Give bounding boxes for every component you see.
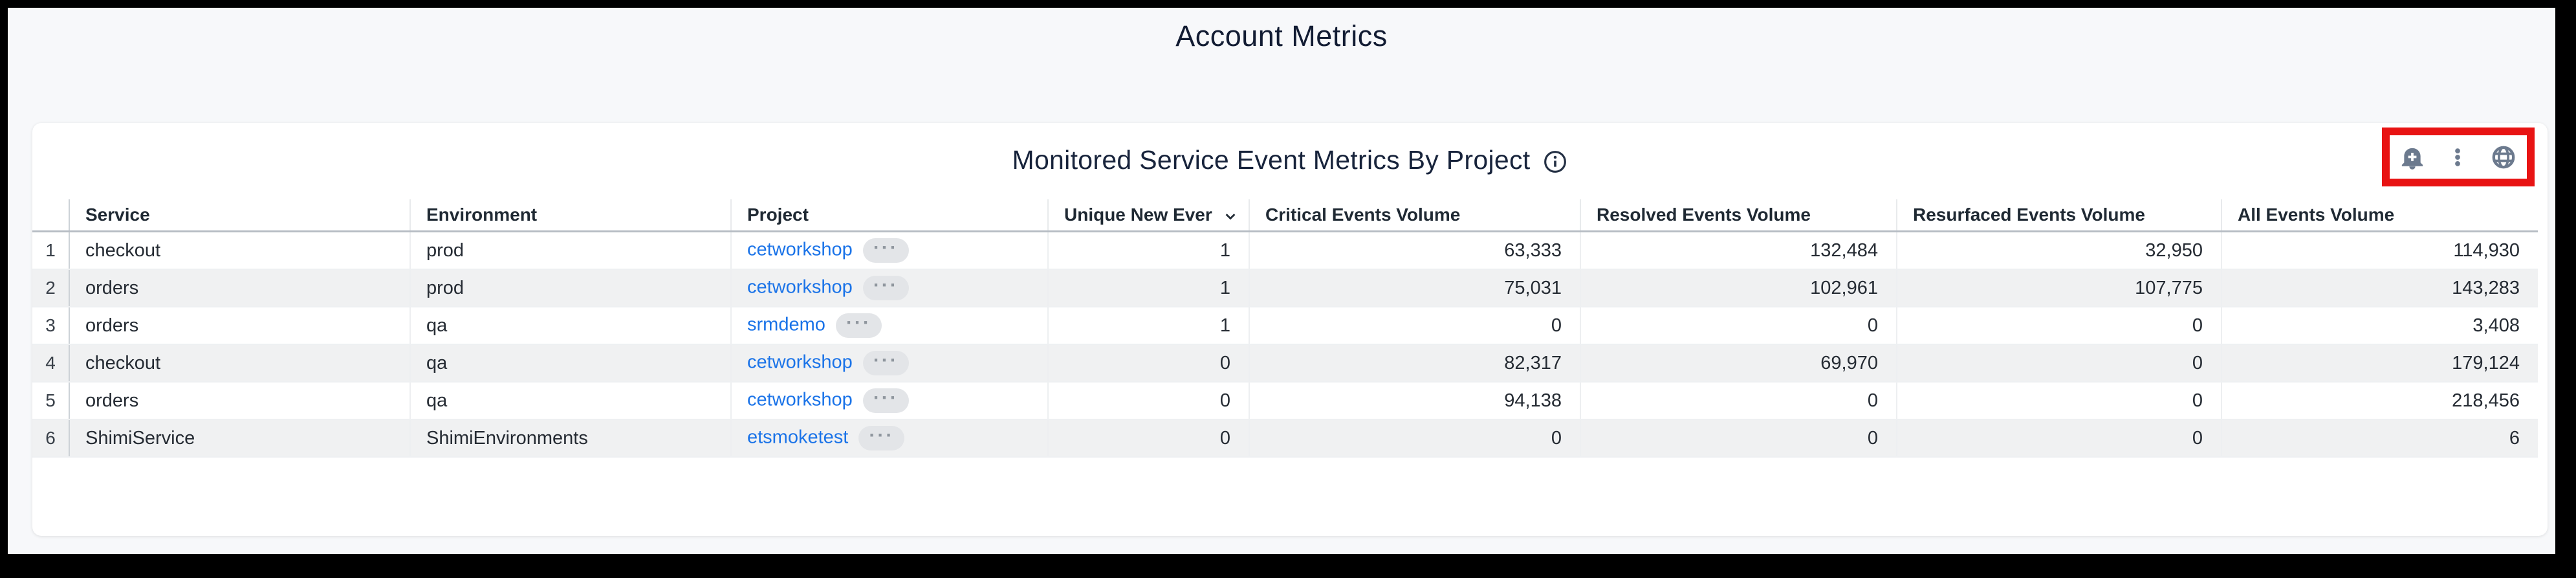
cell-critical-events-volume: 63,333 (1249, 231, 1581, 270)
cell-project: cetworkshop ··· (731, 231, 1049, 270)
project-link[interactable]: etsmoketest (747, 427, 849, 448)
cell-resurfaced-events-volume: 0 (1897, 307, 2222, 345)
project-more-button[interactable]: ··· (862, 388, 909, 413)
table-body: 1 checkout prod cetworkshop ··· 1 63,333 132,48… (32, 231, 2538, 458)
cell-environment: prod (410, 231, 732, 270)
page-title: Account Metrics (1175, 19, 1388, 52)
panel-header: Monitored Service Event Metrics By Proje… (32, 123, 2548, 199)
cell-resurfaced-events-volume: 32,950 (1897, 231, 2222, 270)
metrics-panel: Monitored Service Event Metrics By Proje… (32, 123, 2548, 536)
cell-service: orders (69, 269, 411, 307)
header-resurfaced-events-volume[interactable]: Resurfaced Events Volume (1897, 199, 2222, 232)
cell-service: ShimiService (69, 419, 411, 458)
project-link[interactable]: cetworkshop (747, 276, 853, 298)
project-more-button[interactable]: ··· (862, 351, 909, 375)
header-resolved-events-volume[interactable]: Resolved Events Volume (1580, 199, 1897, 232)
cell-resolved-events-volume: 102,961 (1580, 269, 1897, 307)
cell-critical-events-volume: 75,031 (1249, 269, 1581, 307)
cell-environment: qa (410, 307, 732, 345)
project-more-button[interactable]: ··· (862, 238, 909, 263)
cell-environment: qa (410, 382, 732, 420)
globe-icon[interactable] (2489, 142, 2518, 172)
cell-all-events-volume: 143,283 (2221, 269, 2538, 307)
cell-service: checkout (69, 231, 411, 270)
cell-critical-events-volume: 0 (1249, 419, 1581, 458)
table-row: 1 checkout prod cetworkshop ··· 1 63,333 132,48… (32, 231, 2538, 270)
cell-unique-new-ever: 1 (1048, 269, 1250, 307)
header-project[interactable]: Project (731, 199, 1049, 232)
cell-resolved-events-volume: 69,970 (1580, 344, 1897, 383)
row-number: 1 (32, 231, 70, 270)
cell-resurfaced-events-volume: 0 (1897, 419, 2222, 458)
project-link[interactable]: cetworkshop (747, 239, 853, 260)
cell-service: orders (69, 307, 411, 345)
header-critical-events-volume[interactable]: Critical Events Volume (1249, 199, 1581, 232)
cell-all-events-volume: 114,930 (2221, 231, 2538, 270)
cell-resurfaced-events-volume: 0 (1897, 382, 2222, 420)
cell-critical-events-volume: 0 (1249, 307, 1581, 345)
project-more-button[interactable]: ··· (835, 313, 882, 338)
cell-unique-new-ever: 0 (1048, 382, 1250, 420)
annotation-highlight-box (2382, 128, 2535, 186)
row-number: 5 (32, 382, 70, 420)
cell-critical-events-volume: 94,138 (1249, 382, 1581, 420)
dashboard-viewport: Account Metrics Monitored Service Event … (8, 8, 2555, 554)
add-alert-icon[interactable] (2398, 143, 2427, 172)
row-number: 4 (32, 344, 70, 383)
cell-environment: prod (410, 269, 732, 307)
cell-unique-new-ever: 0 (1048, 344, 1250, 383)
header-unique-new-ever[interactable]: Unique New Ever (1048, 199, 1250, 232)
cell-all-events-volume: 6 (2221, 419, 2538, 458)
cell-unique-new-ever: 0 (1048, 419, 1250, 458)
more-options-icon[interactable] (2443, 143, 2472, 172)
cell-environment: ShimiEnvironments (410, 419, 732, 458)
project-more-button[interactable]: ··· (858, 426, 905, 450)
header-service[interactable]: Service (69, 199, 411, 232)
row-number: 6 (32, 419, 70, 458)
cell-resurfaced-events-volume: 107,775 (1897, 269, 2222, 307)
project-link[interactable]: cetworkshop (747, 351, 853, 373)
cell-environment: qa (410, 344, 732, 383)
cell-project: cetworkshop ··· (731, 344, 1049, 383)
table-row: 6 ShimiService ShimiEnvironments etsmoketes… (32, 419, 2538, 458)
cell-unique-new-ever: 1 (1048, 231, 1250, 270)
row-number: 3 (32, 307, 70, 345)
cell-resolved-events-volume: 0 (1580, 419, 1897, 458)
cell-resolved-events-volume: 132,484 (1580, 231, 1897, 270)
table-row: 2 orders prod cetworkshop ··· 1 75,031 102,961 1… (32, 269, 2538, 307)
project-link[interactable]: cetworkshop (747, 389, 853, 410)
project-link[interactable]: srmdemo (747, 314, 825, 335)
cell-service: orders (69, 382, 411, 420)
cell-project: cetworkshop ··· (731, 269, 1049, 307)
header-environment[interactable]: Environment (410, 199, 732, 232)
cell-project: srmdemo ··· (731, 307, 1049, 345)
project-more-button[interactable]: ··· (862, 276, 909, 300)
cell-unique-new-ever: 1 (1048, 307, 1250, 345)
header-all-events-volume[interactable]: All Events Volume (2221, 199, 2538, 232)
cell-all-events-volume: 179,124 (2221, 344, 2538, 383)
cell-resolved-events-volume: 0 (1580, 307, 1897, 345)
table-row: 5 orders qa cetworkshop ··· 0 94,138 0 0 218,456 (32, 382, 2538, 420)
table-row: 3 orders qa srmdemo ··· 1 0 0 0 3,408 (32, 307, 2538, 345)
cell-all-events-volume: 3,408 (2221, 307, 2538, 345)
cell-all-events-volume: 218,456 (2221, 382, 2538, 420)
info-circle-icon[interactable] (1542, 149, 1568, 175)
cell-resurfaced-events-volume: 0 (1897, 344, 2222, 383)
table-row: 4 checkout qa cetworkshop ··· 0 82,317 69,970 0 1… (32, 344, 2538, 383)
table-header-row: Service Environment Project Unique New E… (32, 199, 2538, 232)
cell-project: etsmoketest ··· (731, 419, 1049, 458)
cell-service: checkout (69, 344, 411, 383)
cell-project: cetworkshop ··· (731, 382, 1049, 420)
header-row-number (32, 199, 70, 232)
metrics-table: Service Environment Project Unique New E… (32, 199, 2538, 458)
cell-resolved-events-volume: 0 (1580, 382, 1897, 420)
row-number: 2 (32, 269, 70, 307)
panel-title: Monitored Service Event Metrics By Proje… (1012, 145, 1531, 175)
cell-critical-events-volume: 82,317 (1249, 344, 1581, 383)
sort-desc-icon (1221, 207, 1239, 225)
header-unique-new-ever-label: Unique New Ever (1064, 205, 1212, 225)
